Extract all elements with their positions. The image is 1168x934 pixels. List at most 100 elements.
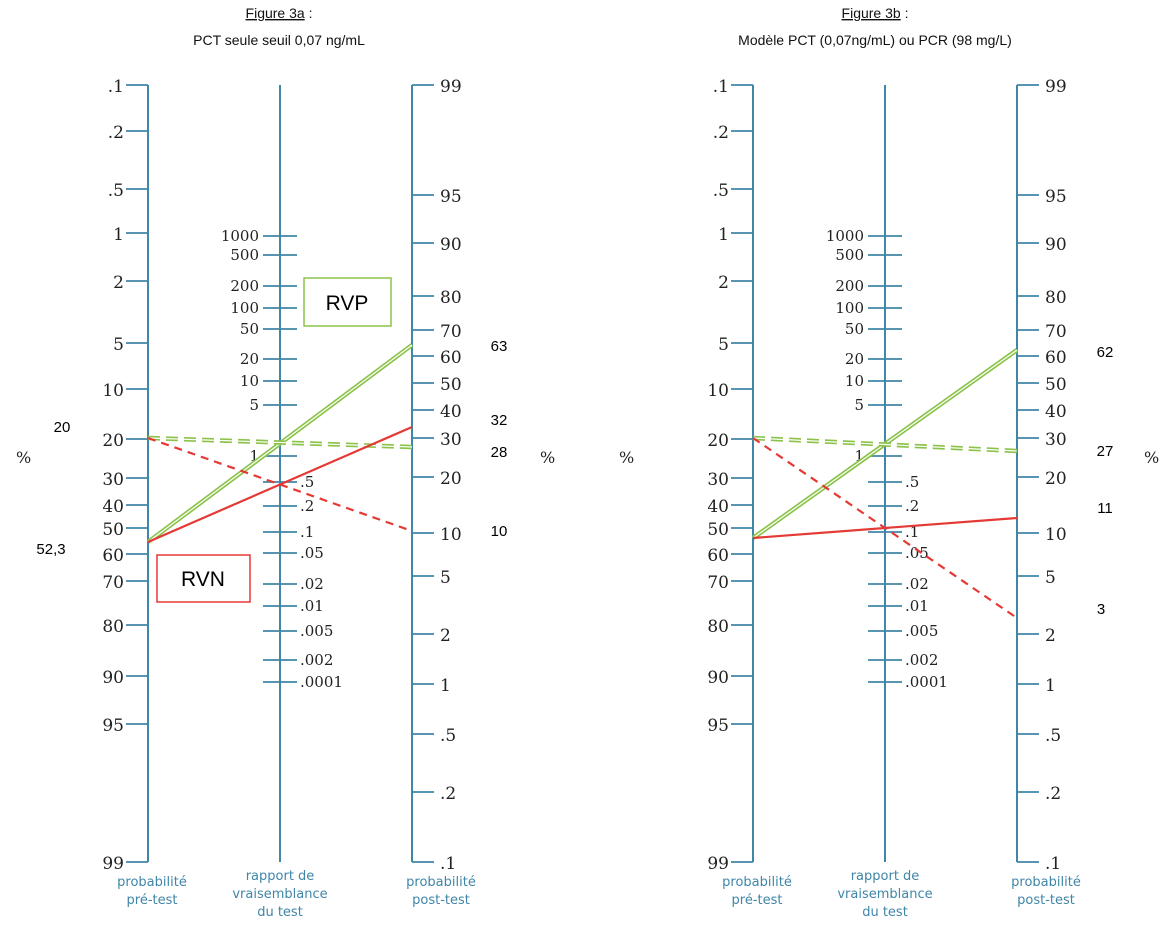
- rvn-line-pre523: [147, 425, 413, 544]
- lr-label: 10: [240, 372, 259, 390]
- posttest-label: .5: [1045, 726, 1061, 746]
- posttest-label: 1: [440, 676, 451, 696]
- pretest-label: .2: [108, 123, 124, 143]
- posttest-label: 95: [1045, 187, 1067, 207]
- lr-label: .5: [300, 473, 314, 491]
- posttest-annotation-10: 10: [491, 523, 508, 540]
- pretest-label: 2: [113, 273, 124, 293]
- posttest-label: 80: [440, 288, 462, 308]
- posttest-label: 20: [440, 469, 462, 489]
- figure-3b-title: Figure 3b: [842, 5, 901, 21]
- lr-label: 1000: [221, 227, 259, 245]
- pretest-tick-labels: .1 .2 .5 1 2 5 10 20 30 40 50 60 70 80 9…: [102, 77, 124, 874]
- posttest-label: 5: [440, 568, 451, 588]
- pretest-caption-2: pré-test: [127, 893, 178, 908]
- pretest-annotation-523: 52,3: [36, 541, 65, 558]
- pretest-ticks: [126, 84, 148, 863]
- lr-label: 10: [845, 372, 864, 390]
- posttest-label: 1: [1045, 676, 1056, 696]
- lr-label: .002: [905, 651, 938, 669]
- pretest-label: 10: [707, 381, 729, 401]
- pretest-label: 70: [707, 573, 729, 593]
- lr-label: .2: [300, 497, 314, 515]
- pretest-annotation-20: 20: [54, 419, 71, 436]
- panel-3a: Figure 3a : PCT seule seuil 0,07 ng/mL: [16, 5, 555, 920]
- lr-label: 50: [240, 320, 259, 338]
- lr-label: 200: [835, 277, 864, 295]
- lr-caption-3: du test: [257, 905, 303, 920]
- pretest-label: 1: [718, 225, 729, 245]
- lr-caption-2: vraisemblance: [837, 887, 932, 902]
- posttest-annotation-63: 63: [491, 338, 508, 355]
- posttest-label: 50: [440, 375, 462, 395]
- posttest-label: .5: [440, 726, 456, 746]
- panel-3b-lines: [751, 348, 1019, 619]
- nomogram-3b: .1 .2 .5 1 2 5 10 20 30 40 50 60 70 80 9…: [619, 77, 1159, 920]
- pretest-label: 95: [707, 716, 729, 736]
- posttest-label: 99: [440, 77, 462, 97]
- pretest-label: 95: [102, 716, 124, 736]
- rvn-line-pre20: [752, 437, 1018, 619]
- pretest-label: 40: [707, 497, 729, 517]
- posttest-annotation-62: 62: [1097, 344, 1114, 361]
- lr-label: .005: [905, 622, 938, 640]
- svg-text:Figure 3b :: Figure 3b :: [842, 5, 909, 21]
- pretest-label: 2: [718, 273, 729, 293]
- posttest-label: 90: [440, 235, 462, 255]
- footer-labels: probabilité pré-test rapport de vraisemb…: [722, 869, 1081, 920]
- posttest-label: .1: [440, 854, 456, 874]
- posttest-label: 60: [1045, 348, 1067, 368]
- lr-label: 200: [230, 277, 259, 295]
- pretest-caption-1: probabilité: [117, 875, 187, 890]
- lr-label: 20: [845, 350, 864, 368]
- pretest-label: 90: [102, 668, 124, 688]
- pretest-label: 99: [707, 854, 729, 874]
- lr-caption-1: rapport de: [851, 869, 920, 884]
- posttest-label: 80: [1045, 288, 1067, 308]
- pretest-label: .2: [713, 123, 729, 143]
- lr-label: .0001: [905, 673, 948, 691]
- pretest-label: 60: [707, 546, 729, 566]
- lr-ticks: [868, 235, 902, 683]
- posttest-label: 30: [440, 430, 462, 450]
- lr-label: 100: [835, 299, 864, 317]
- pretest-label: 90: [707, 668, 729, 688]
- svg-text:Figure 3a :: Figure 3a :: [246, 5, 313, 21]
- posttest-annotation-27: 27: [1097, 443, 1114, 460]
- lr-lower-labels: .5 .2 .1 .05 .02 .01 .005 .002 .0001: [300, 473, 343, 691]
- pretest-label: 30: [707, 470, 729, 490]
- rvp-box: [303, 277, 392, 327]
- figure-3a-subtitle: PCT seule seuil 0,07 ng/mL: [193, 32, 365, 48]
- pretest-label: 60: [102, 546, 124, 566]
- figure-3b-subtitle: Modèle PCT (0,07ng/mL) ou PCR (98 mg/L): [738, 32, 1012, 48]
- lr-label: .1: [905, 523, 919, 541]
- rvn-box: [156, 554, 251, 603]
- pretest-label: 30: [102, 470, 124, 490]
- pretest-label: 20: [102, 431, 124, 451]
- lr-caption-3: du test: [862, 905, 908, 920]
- posttest-label: 10: [440, 525, 462, 545]
- lr-label: .02: [300, 575, 324, 593]
- lr-label: .01: [905, 597, 929, 615]
- posttest-annotation-28: 28: [491, 444, 508, 461]
- pretest-label: 70: [102, 573, 124, 593]
- pretest-label: 1: [113, 225, 124, 245]
- pretest-label: 5: [718, 335, 729, 355]
- lr-label: 5: [854, 396, 864, 414]
- pretest-label: 50: [707, 520, 729, 540]
- lr-label: .05: [300, 544, 324, 562]
- posttest-caption-2: post-test: [1017, 893, 1075, 908]
- pretest-caption-1: probabilité: [722, 875, 792, 890]
- lr-label: .5: [905, 473, 919, 491]
- lr-label: 20: [240, 350, 259, 368]
- posttest-ticks: [1017, 84, 1039, 863]
- posttest-label: 99: [1045, 77, 1067, 97]
- posttest-label: 2: [440, 626, 451, 646]
- lr-label: 1000: [826, 227, 864, 245]
- pretest-label: 10: [102, 381, 124, 401]
- posttest-annotation-11: 11: [1097, 500, 1113, 517]
- posttest-label: .2: [440, 784, 456, 804]
- percent-left: %: [619, 448, 634, 467]
- pretest-label: 20: [707, 431, 729, 451]
